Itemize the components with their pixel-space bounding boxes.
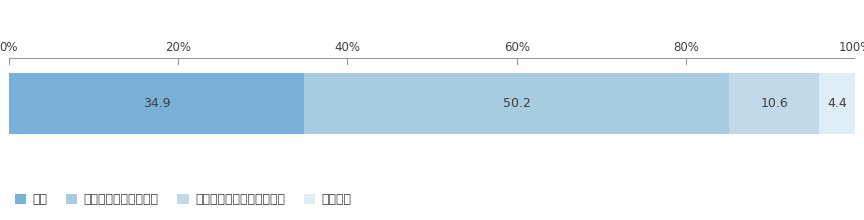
Text: 100%: 100% <box>839 41 864 54</box>
Legend: 思う, どちらかといえば思う, どちらかといえば思わない, 思わない: 思う, どちらかといえば思う, どちらかといえば思わない, 思わない <box>15 193 351 206</box>
Bar <box>819 73 856 134</box>
Text: 40%: 40% <box>334 41 360 54</box>
Text: 50.2: 50.2 <box>503 97 530 110</box>
Text: 60%: 60% <box>504 41 530 54</box>
Bar <box>729 73 819 134</box>
Bar <box>304 73 729 134</box>
Text: 0%: 0% <box>0 41 18 54</box>
Text: 80%: 80% <box>673 41 699 54</box>
Text: 10.6: 10.6 <box>760 97 788 110</box>
Bar <box>9 73 304 134</box>
Text: 20%: 20% <box>165 41 191 54</box>
Text: 34.9: 34.9 <box>143 97 170 110</box>
Text: 4.4: 4.4 <box>828 97 848 110</box>
